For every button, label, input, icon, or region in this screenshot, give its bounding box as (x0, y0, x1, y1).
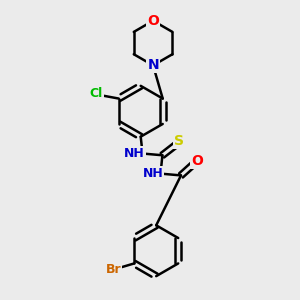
Text: O: O (147, 14, 159, 28)
Text: NH: NH (124, 147, 145, 160)
Text: N: N (147, 58, 159, 72)
Text: Cl: Cl (90, 87, 103, 101)
Text: S: S (174, 134, 184, 148)
Text: NH: NH (143, 167, 164, 180)
Text: O: O (191, 154, 203, 167)
Text: Br: Br (106, 262, 121, 275)
